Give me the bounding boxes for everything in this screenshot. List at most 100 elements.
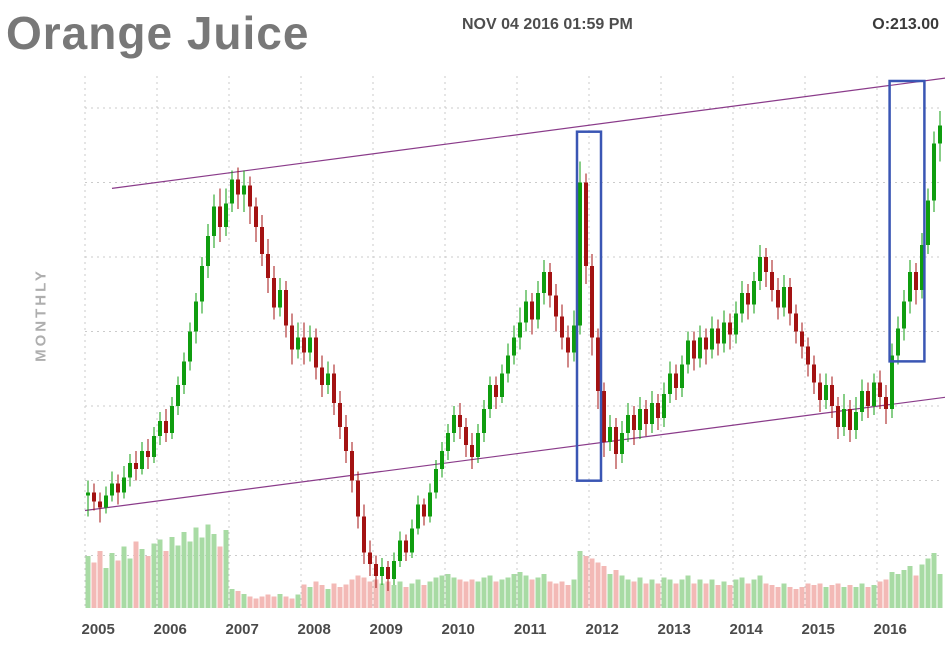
x-axis-label: 2015 [802, 621, 835, 638]
candle-body [517, 322, 523, 338]
candle-body [247, 185, 253, 207]
candle-body [853, 412, 859, 430]
candle-body [757, 256, 763, 281]
volume-bar [241, 593, 247, 608]
candle-body [91, 492, 97, 502]
volume-bar [109, 552, 115, 608]
candle-body [379, 567, 385, 577]
x-axis-label: 2007 [226, 621, 259, 638]
lower-trendline [84, 396, 945, 512]
volume-bar [361, 577, 367, 608]
candle-body [343, 426, 349, 451]
candle-body [691, 340, 697, 359]
volume-bar [187, 541, 193, 608]
candle-body [157, 421, 163, 436]
volume-bar [871, 585, 877, 608]
candle-body [553, 295, 559, 317]
candle-body [859, 391, 865, 413]
candle-body [271, 277, 277, 308]
candle-body [907, 271, 913, 302]
volume-bar [823, 587, 829, 608]
volume-bar [751, 579, 757, 608]
volume-bar [145, 555, 151, 608]
volume-bar [697, 579, 703, 608]
volume-bar [199, 537, 205, 608]
candle-body [697, 337, 703, 359]
candle-body [493, 385, 499, 398]
candle-body [769, 271, 775, 290]
candle-body [793, 313, 799, 332]
candle-body [499, 373, 505, 398]
x-axis-label: 2013 [658, 621, 691, 638]
volume-bar [307, 587, 313, 608]
volume-bar [739, 577, 745, 608]
candle-body [145, 450, 151, 457]
volume-bar [613, 570, 619, 608]
candle-body [571, 325, 577, 353]
candle-body [445, 432, 451, 451]
candle-body [829, 385, 835, 407]
volume-bar [289, 598, 295, 608]
candle-body [391, 561, 397, 580]
volume-bar [655, 583, 661, 608]
candle-body [733, 313, 739, 335]
candle-body [439, 450, 445, 469]
volume-bar [787, 587, 793, 608]
volume-bar [889, 571, 895, 608]
volume-bar [355, 575, 361, 608]
volume-bar [805, 583, 811, 608]
volume-bar [517, 571, 523, 608]
candle-body [667, 373, 673, 395]
candle-body [433, 468, 439, 493]
candle-body [511, 337, 517, 356]
candle-body [751, 280, 757, 305]
candle-body [817, 382, 823, 401]
candle-body [193, 301, 199, 332]
candle-body [661, 394, 667, 419]
volume-bar [763, 583, 769, 608]
volume-bar [625, 579, 631, 608]
candle-body [529, 301, 535, 320]
candle-body [337, 403, 343, 427]
candle-body [541, 271, 547, 293]
candle-body [223, 203, 229, 228]
candle-body [457, 415, 463, 427]
volume-bar [385, 581, 391, 608]
candle-body [823, 385, 829, 401]
volume-bar [559, 581, 565, 608]
candle-body [289, 325, 295, 350]
candle-body [655, 403, 661, 419]
volume-bar [415, 579, 421, 608]
candle-body [385, 567, 391, 580]
volume-bar [283, 596, 289, 608]
volume-bar [133, 541, 139, 608]
volume-bar [847, 585, 853, 608]
candle-body [595, 337, 601, 392]
candle-body [841, 409, 847, 427]
candle-body [199, 265, 205, 302]
highlight-box [575, 130, 603, 482]
candle-body [373, 564, 379, 577]
volume-bar [757, 575, 763, 608]
candle-body [565, 337, 571, 353]
candle-body [715, 328, 721, 344]
volume-bar [583, 555, 589, 608]
candle-body [169, 406, 175, 433]
candle-body [835, 406, 841, 427]
volume-bar [379, 583, 385, 608]
candle-body [121, 477, 127, 493]
volume-bar [907, 566, 913, 608]
volume-bar [217, 546, 223, 608]
volume-bar [901, 570, 907, 608]
candle-body [619, 432, 625, 454]
candle-body [367, 552, 373, 565]
upper-trendline [111, 77, 945, 189]
candle-body [187, 331, 193, 362]
x-axis-label: 2008 [298, 621, 331, 638]
volume-bar [175, 545, 181, 608]
candle-body [895, 328, 901, 356]
volume-bar [103, 568, 109, 608]
volume-bar [529, 579, 535, 608]
volume-bar [541, 573, 547, 608]
